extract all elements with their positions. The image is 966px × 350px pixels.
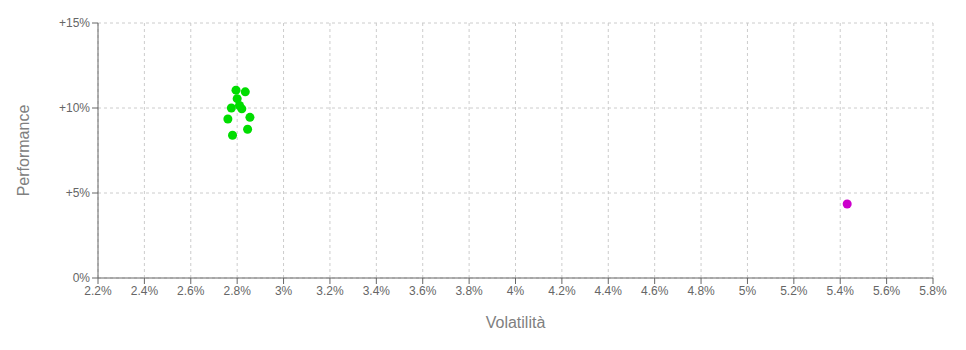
svg-text:4.2%: 4.2%	[548, 284, 576, 298]
svg-text:3.4%: 3.4%	[363, 284, 391, 298]
svg-text:5.2%: 5.2%	[780, 284, 808, 298]
svg-text:0%: 0%	[73, 271, 91, 285]
svg-text:5.4%: 5.4%	[827, 284, 855, 298]
svg-text:3%: 3%	[275, 284, 293, 298]
svg-text:Volatilità: Volatilità	[486, 314, 546, 331]
svg-text:5%: 5%	[739, 284, 757, 298]
svg-text:4.6%: 4.6%	[641, 284, 669, 298]
svg-text:4.8%: 4.8%	[687, 284, 715, 298]
svg-text:2.6%: 2.6%	[177, 284, 205, 298]
svg-text:3.8%: 3.8%	[455, 284, 483, 298]
svg-text:3.6%: 3.6%	[409, 284, 437, 298]
svg-text:2.8%: 2.8%	[223, 284, 251, 298]
svg-text:5.6%: 5.6%	[873, 284, 901, 298]
svg-text:3.2%: 3.2%	[316, 284, 344, 298]
svg-text:4%: 4%	[507, 284, 525, 298]
svg-text:+5%: +5%	[66, 186, 91, 200]
svg-text:2.2%: 2.2%	[84, 284, 112, 298]
svg-text:2.4%: 2.4%	[131, 284, 159, 298]
svg-text:5.8%: 5.8%	[919, 284, 947, 298]
svg-text:+10%: +10%	[59, 101, 90, 115]
svg-text:Performance: Performance	[15, 105, 32, 197]
svg-text:+15%: +15%	[59, 16, 90, 30]
svg-text:4.4%: 4.4%	[595, 284, 623, 298]
